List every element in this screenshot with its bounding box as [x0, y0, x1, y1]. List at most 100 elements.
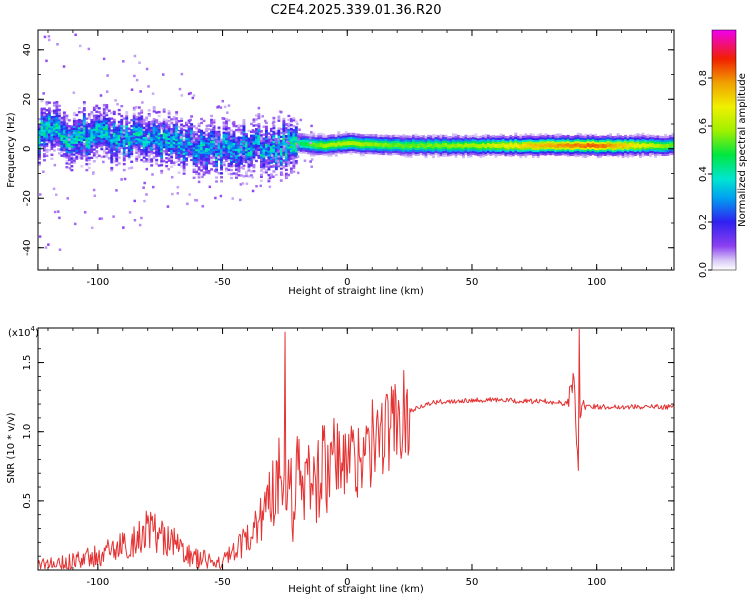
- spectrogram-cell: [347, 144, 351, 148]
- spectrogram-cell: [230, 157, 233, 160]
- spectrogram-cell: [67, 150, 71, 154]
- spectrogram-cell: [150, 140, 154, 143]
- spectrogram-cell: [531, 149, 535, 152]
- spectrogram-cell: [92, 118, 96, 121]
- spectrogram-cell: [220, 140, 223, 143]
- spectrogram-cell: [205, 141, 208, 144]
- spectrogram-cell: [95, 142, 99, 145]
- spectrogram-cell: [509, 146, 513, 150]
- spectrogram-cell: [417, 137, 420, 141]
- spectrogram-cell: [424, 144, 428, 147]
- spectrogram-cell: [636, 148, 640, 152]
- spectrogram-cell: [172, 137, 176, 141]
- spectrogram-cell: [87, 131, 91, 134]
- spectrogram-cell: [112, 140, 116, 143]
- spectrogram-cell: [150, 146, 154, 149]
- spectrogram-cell: [247, 139, 251, 142]
- spectrogram-cell: [407, 151, 411, 154]
- spectrogram-cell: [227, 148, 231, 152]
- spectrogram-cell: [284, 172, 288, 176]
- spectrogram-cell: [57, 140, 61, 143]
- spectrogram-cell: [621, 139, 625, 143]
- spectrogram-cell: [207, 136, 211, 139]
- spectrogram-cell: [167, 153, 171, 156]
- spectrogram-speckle: [285, 140, 289, 143]
- spectrogram-cell: [457, 134, 460, 138]
- spectrogram-cell: [367, 134, 371, 137]
- spectrogram-cell: [120, 140, 124, 143]
- spectrogram-cell: [494, 145, 498, 148]
- spectrogram-cell: [437, 151, 440, 154]
- spectrogram-cell: [359, 136, 363, 139]
- spectrogram-cell: [334, 136, 338, 139]
- spectrogram-cell: [284, 144, 288, 148]
- spectrogram-cell: [105, 127, 109, 131]
- spectrogram-cell: [142, 160, 146, 163]
- spectrogram-cell: [180, 159, 184, 162]
- spectrogram-cell: [67, 156, 71, 160]
- spectrogram-cell: [132, 140, 136, 143]
- spectrogram-cell: [47, 119, 51, 122]
- spectrogram-cell: [210, 140, 213, 143]
- spectrogram-cell: [254, 149, 258, 153]
- spectrogram-cell: [170, 143, 174, 147]
- spectrogram-cell: [267, 166, 271, 169]
- spectrogram-cell: [155, 137, 159, 140]
- spectrogram-cell: [80, 137, 84, 140]
- spectrogram-cell: [152, 137, 156, 141]
- spectrogram-cell: [644, 137, 647, 140]
- spectrogram-cell: [254, 141, 258, 145]
- spectrogram-cell: [651, 136, 655, 140]
- spectrogram-cell: [476, 138, 480, 141]
- spectrogram-cell: [439, 142, 443, 145]
- spectrogram-cell: [195, 148, 199, 152]
- spectrogram-cell: [269, 159, 273, 162]
- spectrogram-cell: [442, 154, 445, 158]
- spectrogram-cell: [429, 135, 433, 138]
- spectrogram-speckle: [147, 137, 150, 140]
- spectrogram-cell: [52, 143, 56, 146]
- spectrogram-cell: [402, 151, 406, 155]
- spectrogram-cell: [551, 138, 555, 142]
- spectrogram-cell: [609, 147, 613, 150]
- spectrogram-cell: [554, 151, 558, 155]
- spectrogram-cell: [165, 145, 169, 148]
- spectrogram-speckle: [285, 175, 289, 178]
- spectrogram-cell: [414, 137, 418, 141]
- spectrogram-cell: [606, 148, 610, 151]
- spectrogram-cell: [264, 131, 268, 134]
- spectrogram-speckle: [147, 85, 150, 88]
- spectrogram-cell: [227, 158, 231, 162]
- spectrogram-cell: [210, 148, 213, 151]
- spectrogram-cell: [110, 121, 114, 124]
- spectrogram-cell: [117, 138, 121, 141]
- spectrogram-cell: [125, 119, 129, 122]
- spectrogram-cell: [155, 129, 159, 132]
- spectrogram-cell: [72, 137, 76, 140]
- spectrogram-cell: [102, 111, 106, 115]
- spectrogram-speckle: [171, 192, 174, 196]
- spectrogram-speckle: [192, 94, 196, 97]
- spectrogram-cell: [539, 139, 543, 142]
- spectrogram-cell: [457, 138, 460, 142]
- spectrogram-cell: [267, 168, 271, 171]
- spectrogram-cell: [581, 139, 585, 142]
- spectrogram-cell: [227, 168, 231, 172]
- spectrogram-cell: [247, 163, 251, 166]
- spectrogram-cell: [264, 151, 268, 154]
- spectrogram-cell: [287, 124, 291, 128]
- spectrogram-cell: [197, 158, 201, 161]
- spectrogram-cell: [289, 149, 293, 152]
- spectrogram-cell: [616, 148, 620, 152]
- spectrogram-cell: [212, 143, 216, 146]
- spectrogram-cell: [82, 113, 86, 116]
- spectrogram-cell: [77, 140, 81, 144]
- spectrogram-cell: [661, 141, 665, 145]
- spectrogram-cell: [347, 140, 351, 144]
- spectrogram-cell: [142, 138, 146, 141]
- spectrogram-cell: [167, 147, 171, 150]
- spectrogram-cell: [282, 123, 286, 127]
- spectrogram-cell: [514, 150, 518, 153]
- spectrogram-cell: [292, 156, 296, 160]
- spectrogram-cell: [197, 138, 201, 141]
